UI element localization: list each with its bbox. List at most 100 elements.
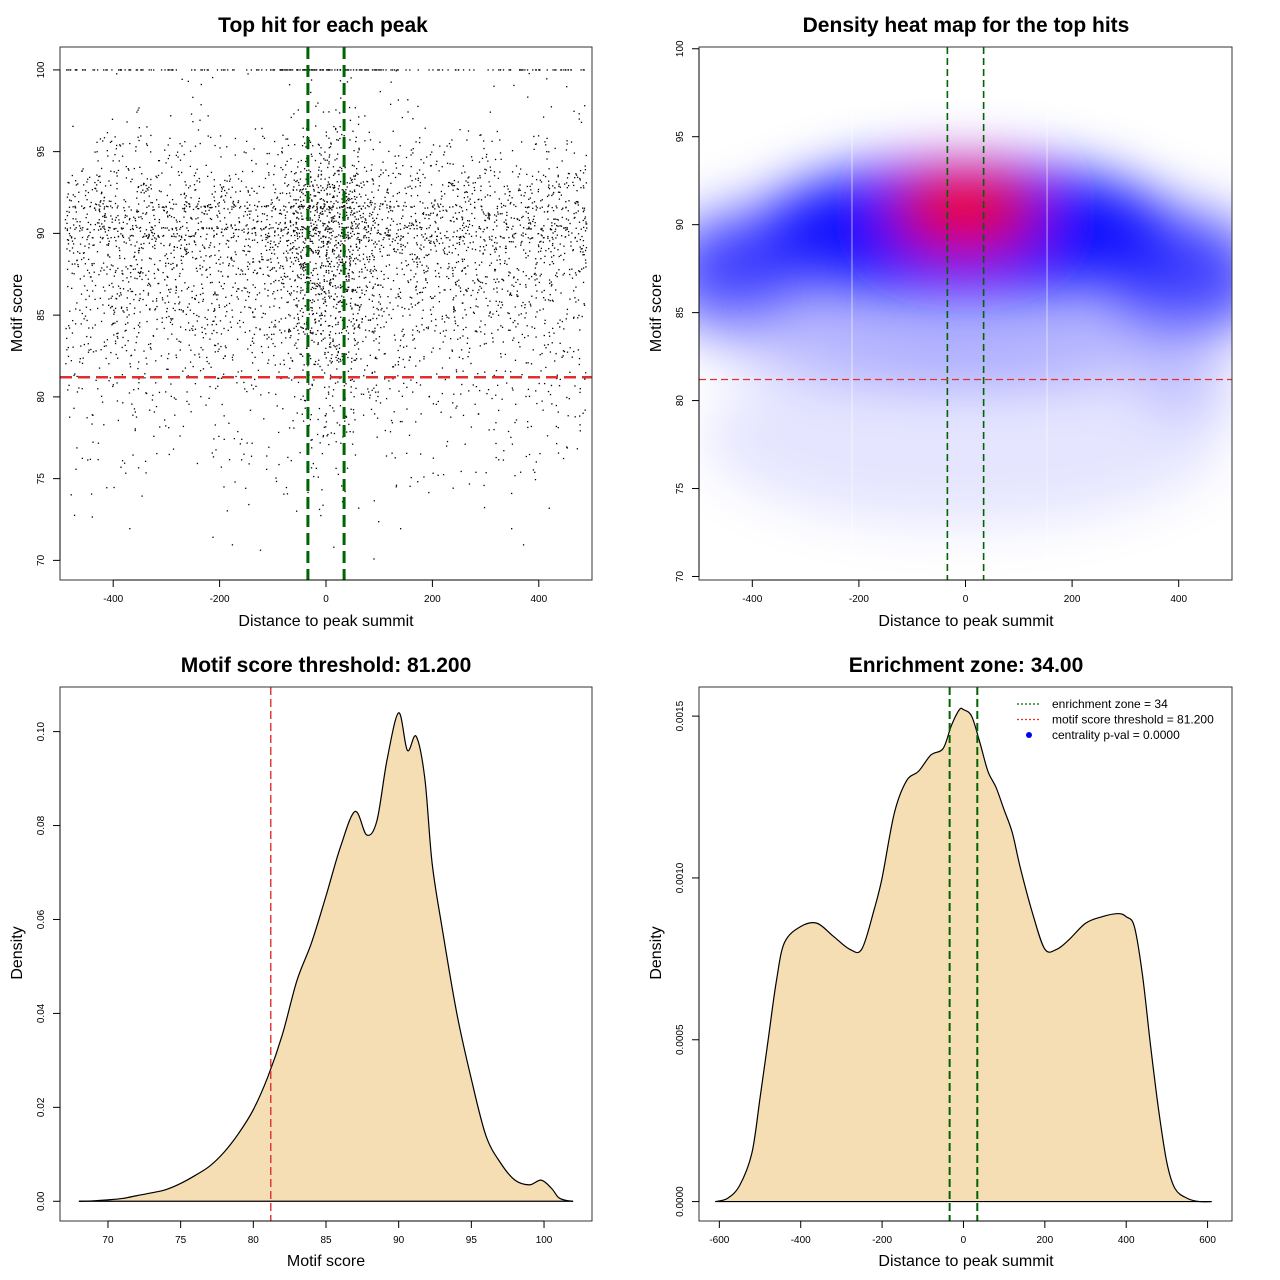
scatter-point [540, 250, 542, 252]
scatter-point [521, 216, 523, 219]
scatter-point [330, 432, 332, 434]
scatter-point [246, 140, 248, 143]
scatter-point [89, 176, 91, 179]
scatter-point [144, 373, 146, 375]
scatter-point [358, 309, 360, 311]
scatter-point [565, 69, 567, 71]
scatter-point [301, 413, 303, 415]
scatter-point [451, 349, 453, 351]
scatter-point [529, 303, 532, 305]
scatter-point [334, 346, 336, 348]
scatter-point [285, 69, 288, 71]
scatter-point [551, 225, 553, 227]
scatter-point [97, 442, 100, 444]
scatter-point [536, 278, 538, 280]
scatter-point [437, 69, 439, 71]
scatter-point [299, 208, 301, 210]
scatter-point [377, 309, 379, 311]
scatter-point [421, 317, 423, 320]
scatter-point [584, 165, 586, 167]
scatter-point [115, 297, 117, 300]
scatter-point [103, 345, 106, 347]
scatter-point [235, 253, 237, 256]
scatter-point [506, 214, 508, 217]
scatter-point [158, 282, 160, 285]
scatter-point [453, 316, 456, 318]
scatter-point [129, 527, 131, 530]
scatter-point [223, 415, 225, 417]
scatter-point [482, 231, 484, 233]
scatter-point [458, 243, 461, 246]
scatter-point [277, 262, 280, 264]
scatter-point [463, 236, 465, 238]
scatter-point [180, 259, 182, 261]
scatter-point [332, 195, 335, 197]
scatter-point [69, 250, 71, 252]
scatter-point [322, 265, 325, 267]
scatter-point [359, 239, 361, 241]
scatter-point [190, 216, 192, 219]
scatter-point [380, 203, 382, 205]
scatter-point [282, 278, 284, 281]
scatter-point [298, 260, 300, 262]
scatter-point [533, 215, 535, 217]
scatter-point [150, 229, 152, 231]
scatter-point [82, 357, 84, 359]
scatter-point [528, 453, 531, 456]
scatter-point [295, 342, 297, 344]
scatter-point [330, 362, 332, 364]
scatter-point [304, 69, 307, 71]
scatter-point [120, 294, 122, 296]
scatter-point [185, 201, 187, 203]
scatter-point [345, 234, 347, 236]
scatter-point [586, 227, 588, 229]
scatter-point [483, 484, 485, 487]
scatter-point [246, 214, 249, 216]
scatter-point [343, 135, 345, 137]
scatter-point [195, 218, 197, 220]
scatter-point [126, 306, 128, 309]
scatter-point [249, 246, 251, 248]
scatter-point [209, 282, 212, 284]
scatter-point [356, 343, 358, 345]
scatter-point [511, 228, 513, 230]
scatter-point [195, 267, 198, 270]
scatter-point [137, 467, 140, 469]
scatter-point [326, 184, 329, 186]
scatter-point [371, 164, 373, 166]
scatter-point [254, 227, 256, 230]
scatter-point [313, 300, 316, 302]
scatter-point [198, 200, 200, 203]
scatter-point [245, 254, 247, 256]
scatter-point [100, 167, 103, 170]
scatter-point [74, 228, 76, 230]
scatter-point [468, 220, 471, 222]
scatter-point [290, 206, 292, 208]
scatter-point [179, 272, 181, 275]
scatter-point [437, 227, 439, 229]
scatter-point [136, 191, 138, 193]
scatter-point [363, 375, 365, 377]
scatter-point [493, 214, 496, 216]
scatter-point [226, 228, 228, 231]
scatter-point [119, 249, 121, 252]
scatter-point [390, 218, 393, 220]
scatter-point [361, 321, 363, 323]
scatter-point [328, 206, 331, 208]
scatter-point [550, 106, 553, 108]
scatter-point [307, 206, 309, 209]
scatter-point [108, 284, 110, 286]
scatter-point [127, 290, 129, 292]
scatter-point [289, 278, 291, 280]
scatter-point [291, 359, 293, 362]
scatter-point [519, 346, 521, 348]
scatter-point [163, 419, 166, 421]
scatter-point [303, 205, 305, 207]
scatter-point [295, 304, 297, 306]
scatter-point [297, 206, 300, 208]
scatter-point [530, 228, 532, 230]
scatter-point [299, 310, 301, 312]
scatter-point [109, 256, 111, 258]
scatter-point [327, 230, 329, 233]
scatter-point [334, 69, 336, 71]
